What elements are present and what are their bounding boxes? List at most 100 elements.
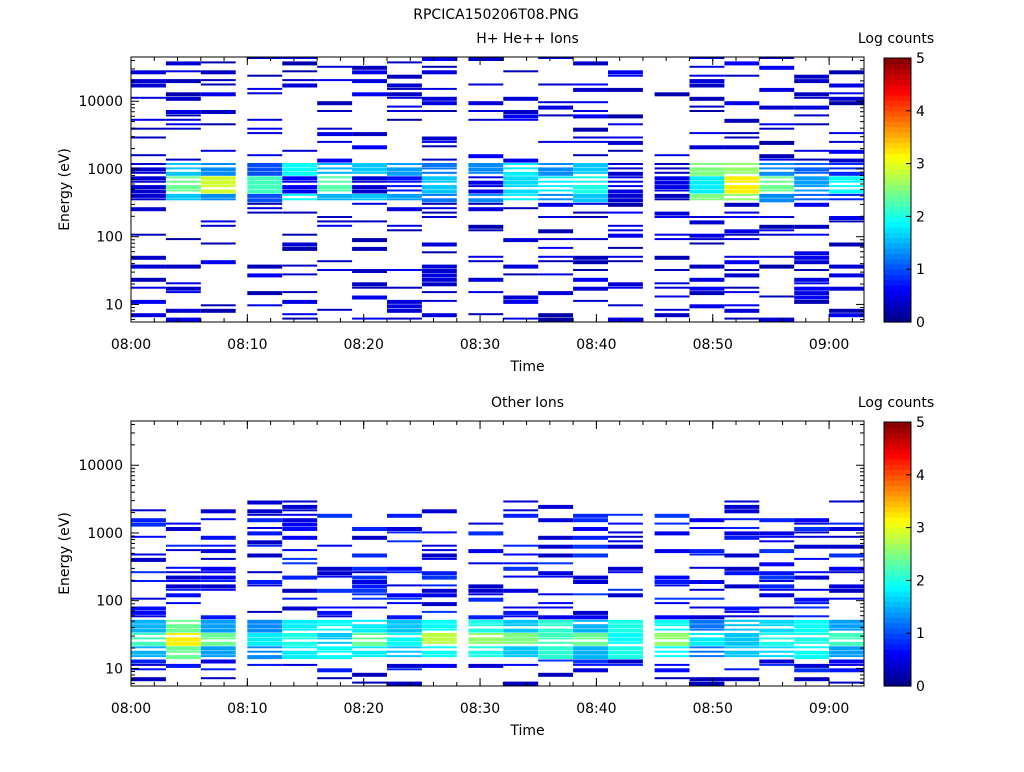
panel-title: H+ He++ Ions (476, 31, 579, 47)
heatmap-cell (468, 118, 504, 121)
heatmap-cell (794, 637, 830, 642)
heatmap-cell (131, 264, 166, 269)
heatmap-cell (724, 535, 760, 540)
heatmap-cell (503, 110, 539, 114)
heatmap-cell (200, 220, 236, 223)
heatmap-cell (724, 273, 760, 278)
heatmap-cell (538, 518, 574, 523)
heatmap-cell (759, 163, 795, 165)
heatmap-cell (131, 171, 166, 174)
heatmap-cell (200, 123, 236, 126)
colorbar-tick-label: 0 (916, 679, 925, 695)
heatmap-cell (538, 650, 574, 655)
heatmap-cell (247, 646, 283, 649)
heatmap-cell (247, 624, 283, 629)
heatmap-cell (165, 291, 201, 294)
heatmap-cell (689, 606, 725, 609)
heatmap-cell (794, 588, 830, 591)
heatmap-cell (387, 304, 422, 309)
heatmap-cell (654, 198, 690, 201)
heatmap-cell (317, 220, 353, 223)
heatmap-cell (421, 158, 457, 161)
heatmap-cell (317, 79, 353, 82)
colorbar-segment (884, 110, 911, 117)
heatmap-cell (282, 535, 318, 540)
heatmap-cell (247, 171, 283, 176)
heatmap-cell (724, 136, 760, 139)
heatmap-cell (503, 207, 539, 210)
heatmap-cell (689, 132, 725, 135)
heatmap-cell (689, 650, 725, 653)
heatmap-cell (352, 655, 387, 658)
heatmap-cell (421, 145, 457, 148)
heatmap-cell (759, 185, 795, 190)
heatmap-cell (282, 313, 318, 316)
heatmap-cell (503, 509, 539, 512)
heatmap-cell (503, 96, 539, 101)
heatmap-cell (352, 65, 387, 70)
heatmap-cell (759, 584, 795, 589)
colorbar-segment (884, 485, 911, 492)
heatmap-cell (317, 308, 353, 311)
heatmap-cell (282, 176, 318, 181)
heatmap-cell (794, 571, 830, 574)
heatmap-cell (654, 602, 690, 605)
heatmap-cell (352, 637, 387, 640)
heatmap-cell (654, 189, 690, 192)
heatmap-cell (608, 522, 643, 525)
heatmap-cell (387, 637, 422, 642)
heatmap-cell (759, 606, 795, 609)
heatmap-cell (200, 544, 236, 547)
heatmap-cell (759, 57, 795, 59)
colorbar-segment (884, 147, 911, 154)
heatmap-cell (165, 193, 201, 198)
colorbar-segment (884, 263, 911, 270)
heatmap-cell (689, 167, 725, 172)
colorbar-segment (884, 680, 911, 687)
heatmap-cell (200, 308, 236, 313)
heatmap-cell (503, 180, 539, 185)
heatmap-cell (829, 171, 864, 176)
heatmap-cell (608, 317, 643, 322)
heatmap-cell (165, 79, 201, 84)
y-axis-label: Energy (eV) (57, 512, 73, 595)
heatmap-cell (538, 176, 574, 179)
colorbar-segment (884, 501, 911, 508)
heatmap-cell (724, 668, 760, 671)
heatmap-cell (829, 273, 864, 278)
colorbar-segment (884, 121, 911, 128)
heatmap-cell (794, 123, 830, 126)
y-tick-label: 1000 (87, 526, 123, 542)
heatmap-cell (282, 557, 318, 560)
heatmap-cell (247, 663, 283, 666)
heatmap-cell (421, 167, 457, 170)
heatmap-cell (573, 202, 608, 205)
heatmap-cell (829, 663, 864, 666)
heatmap-cell (503, 189, 539, 194)
heatmap-cell (421, 65, 457, 68)
heatmap-cell (352, 580, 387, 584)
colorbar-segment (884, 569, 911, 576)
heatmap-cell (829, 535, 864, 538)
heatmap-cell (503, 681, 539, 686)
heatmap-cell (200, 167, 236, 172)
heatmap-cell (829, 286, 864, 291)
heatmap-cell (282, 504, 318, 509)
x-tick-label: 08:00 (111, 701, 151, 717)
heatmap-cell (247, 527, 283, 529)
heatmap-cell (829, 198, 864, 201)
heatmap-cell (829, 597, 864, 600)
heatmap-cell (829, 101, 864, 106)
heatmap-cell (421, 176, 457, 181)
x-tick-label: 08:40 (576, 337, 616, 353)
heatmap-cell (352, 269, 387, 273)
heatmap-cell (352, 584, 387, 589)
heatmap-cell (165, 118, 201, 121)
heatmap-cell (468, 260, 504, 263)
heatmap-cell (724, 132, 760, 135)
heatmap-cell (724, 61, 760, 66)
heatmap-cell (421, 163, 457, 167)
heatmap-cell (724, 317, 760, 320)
heatmap-cell (421, 571, 457, 576)
heatmap-cell (794, 663, 830, 668)
